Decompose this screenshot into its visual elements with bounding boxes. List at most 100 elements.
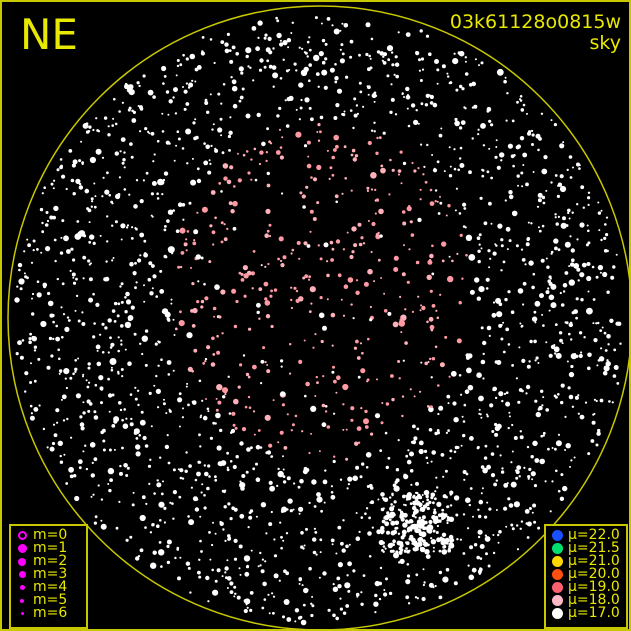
star: [55, 324, 58, 328]
star: [540, 112, 544, 116]
star: [397, 508, 400, 511]
star: [453, 148, 456, 151]
star: [294, 414, 298, 418]
star: [64, 326, 70, 332]
star: [36, 292, 42, 298]
star: [18, 278, 25, 285]
star: [357, 375, 361, 379]
star: [89, 156, 96, 164]
star: [505, 119, 508, 122]
star: [413, 436, 418, 441]
star: [204, 471, 209, 477]
star: [527, 477, 530, 480]
star: [562, 290, 566, 293]
star: [309, 230, 312, 233]
star: [139, 419, 146, 426]
star: [182, 86, 184, 88]
star: [120, 324, 124, 328]
star: [459, 146, 463, 150]
star: [304, 51, 308, 55]
star: [409, 220, 413, 224]
star: [122, 158, 126, 162]
star: [208, 531, 211, 534]
star: [370, 172, 377, 179]
star: [268, 140, 271, 144]
star: [389, 110, 393, 115]
star: [517, 184, 519, 187]
star: [124, 321, 132, 329]
star: [285, 532, 289, 535]
star: [226, 451, 230, 455]
star: [107, 377, 110, 381]
star: [555, 396, 557, 399]
star: [421, 68, 425, 71]
star: [172, 96, 175, 99]
star: [257, 429, 261, 432]
star: [353, 97, 357, 101]
star: [15, 352, 19, 356]
star: [522, 281, 527, 286]
star: [308, 310, 312, 313]
star: [121, 375, 124, 378]
magnitude-legend-row: m=6: [11, 606, 86, 620]
star: [125, 538, 129, 542]
star: [127, 315, 134, 321]
star: [486, 325, 492, 331]
star: [168, 99, 173, 104]
star: [111, 124, 114, 127]
star: [207, 600, 210, 603]
magnitude-legend-row: m=5: [11, 593, 86, 607]
star: [565, 443, 571, 449]
star: [216, 334, 219, 338]
star: [417, 493, 421, 498]
star: [606, 249, 609, 253]
star: [342, 519, 345, 522]
star: [313, 505, 317, 508]
star: [266, 369, 271, 374]
star: [411, 514, 415, 518]
star: [151, 523, 155, 527]
star: [159, 269, 163, 273]
star: [380, 507, 385, 512]
star: [435, 531, 439, 534]
star: [193, 348, 198, 353]
brightness-swatch-icon: [546, 582, 568, 593]
star: [369, 318, 373, 322]
star: [415, 109, 418, 112]
star: [564, 271, 569, 275]
star: [174, 327, 178, 331]
star: [179, 227, 186, 234]
star: [346, 487, 349, 490]
star: [228, 130, 233, 135]
star: [310, 613, 314, 618]
star: [104, 326, 108, 330]
star: [228, 49, 232, 52]
star: [269, 485, 275, 492]
star: [41, 221, 44, 225]
star: [120, 282, 124, 286]
star: [386, 74, 390, 78]
star: [519, 527, 522, 530]
star: [366, 186, 370, 190]
star: [286, 617, 292, 622]
star: [425, 34, 430, 38]
star: [55, 408, 60, 413]
star: [519, 136, 525, 141]
star: [569, 235, 572, 238]
star: [597, 428, 601, 433]
star: [439, 362, 445, 368]
star: [545, 290, 550, 295]
star: [74, 495, 80, 502]
star: [137, 105, 140, 107]
star: [342, 314, 346, 317]
star: [280, 535, 283, 539]
star: [118, 500, 121, 503]
star: [530, 455, 534, 459]
star: [424, 103, 429, 107]
star: [87, 130, 91, 133]
star: [493, 482, 497, 487]
star: [432, 546, 435, 549]
star: [131, 503, 135, 507]
star: [115, 193, 121, 200]
star: [264, 414, 271, 421]
